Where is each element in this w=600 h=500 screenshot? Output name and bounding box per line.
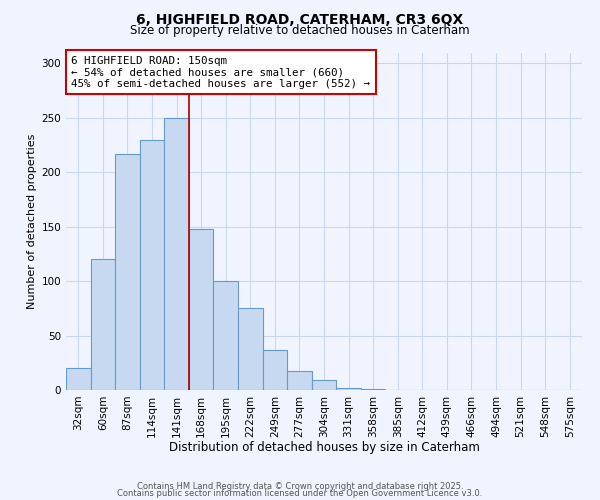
Bar [336, 388, 361, 390]
Bar [91, 260, 115, 390]
Bar [140, 140, 164, 390]
Bar [66, 368, 91, 390]
Bar [214, 281, 238, 390]
Y-axis label: Number of detached properties: Number of detached properties [27, 134, 37, 309]
Bar [189, 229, 214, 390]
Bar [238, 308, 263, 390]
Bar [115, 154, 140, 390]
Bar [164, 118, 189, 390]
Bar [287, 372, 312, 390]
Text: 6 HIGHFIELD ROAD: 150sqm
← 54% of detached houses are smaller (660)
45% of semi-: 6 HIGHFIELD ROAD: 150sqm ← 54% of detach… [71, 56, 370, 89]
Bar [312, 380, 336, 390]
Text: Size of property relative to detached houses in Caterham: Size of property relative to detached ho… [130, 24, 470, 37]
Text: Contains HM Land Registry data © Crown copyright and database right 2025.: Contains HM Land Registry data © Crown c… [137, 482, 463, 491]
Bar [361, 389, 385, 390]
Text: Contains public sector information licensed under the Open Government Licence v3: Contains public sector information licen… [118, 490, 482, 498]
X-axis label: Distribution of detached houses by size in Caterham: Distribution of detached houses by size … [169, 441, 479, 454]
Bar [263, 350, 287, 390]
Text: 6, HIGHFIELD ROAD, CATERHAM, CR3 6QX: 6, HIGHFIELD ROAD, CATERHAM, CR3 6QX [136, 12, 464, 26]
